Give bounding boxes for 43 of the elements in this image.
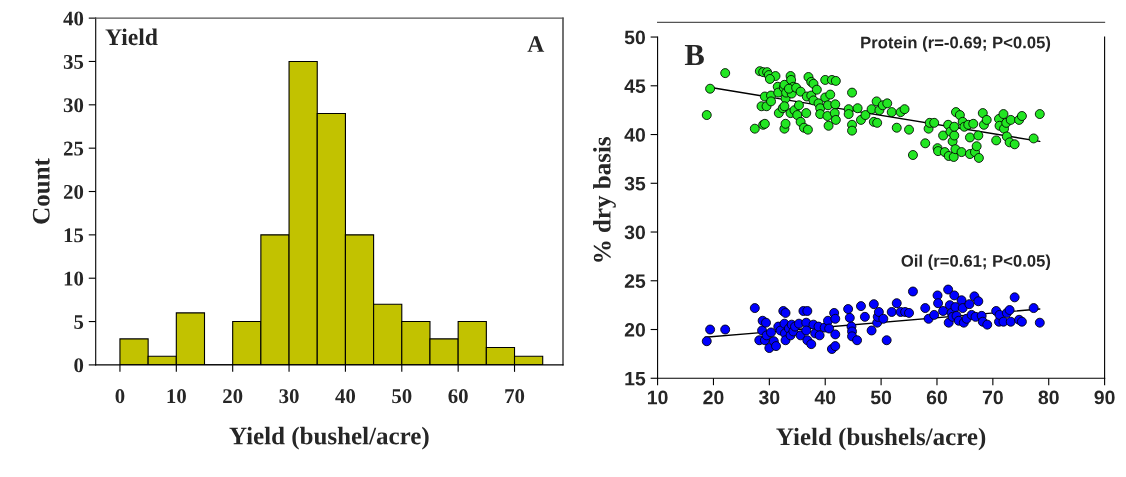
x-tick-label: 50 bbox=[392, 389, 412, 404]
x-axis-title: Yield (bushels/acre) bbox=[776, 427, 986, 451]
x-tick-label: 40 bbox=[335, 389, 356, 404]
y-axis-title: % dry basis bbox=[593, 137, 616, 262]
text: Protein (r=-0.69; P<0.05) bbox=[861, 36, 1051, 52]
y-tick-label: 50 bbox=[624, 30, 645, 45]
annotation: A bbox=[527, 36, 545, 52]
y-tick-label: 35 bbox=[624, 176, 646, 191]
x-tick-label: 90 bbox=[1094, 390, 1115, 405]
x-tick-label: 40 bbox=[814, 390, 836, 405]
y-tick-label: 5 bbox=[74, 315, 84, 329]
x-tick-label: 30 bbox=[279, 389, 299, 404]
y-tick-label: 10 bbox=[64, 271, 84, 286]
x-tick-label: 30 bbox=[758, 390, 780, 405]
x-tick-label: 20 bbox=[223, 389, 243, 404]
y-tick-label: 25 bbox=[63, 141, 84, 156]
y-tick-label: 25 bbox=[624, 274, 646, 289]
x-tick-label: 50 bbox=[870, 390, 892, 405]
x-tick-label: 60 bbox=[926, 390, 947, 405]
y-tick-label: 0 bbox=[74, 358, 84, 373]
y-tick-label: 30 bbox=[63, 98, 84, 113]
annotation: Yield bbox=[105, 28, 158, 46]
y-axis-title: Count bbox=[32, 158, 50, 224]
y-tick-label: 20 bbox=[624, 322, 645, 337]
x-tick-label: 0 bbox=[115, 389, 125, 404]
x-tick-label: 20 bbox=[703, 390, 724, 405]
y-tick-label: 15 bbox=[625, 371, 646, 386]
y-tick-label: 15 bbox=[64, 228, 84, 243]
y-tick-label: 35 bbox=[63, 54, 84, 69]
x-axis-title: Yield (bushel/acre) bbox=[229, 426, 429, 450]
series-label: Oil (r=0.61; P<0.05) bbox=[901, 254, 1051, 271]
y-tick-label: 40 bbox=[624, 128, 645, 142]
x-tick-label: 70 bbox=[982, 390, 1003, 405]
x-tick-label: 80 bbox=[1038, 390, 1059, 405]
x-tick-label: 10 bbox=[167, 389, 186, 404]
y-tick-label: 45 bbox=[624, 79, 646, 94]
x-tick-label: 70 bbox=[505, 389, 525, 404]
y-tick-label: 30 bbox=[624, 225, 645, 240]
y-tick-label: 20 bbox=[63, 184, 84, 199]
x-tick-label: 60 bbox=[448, 389, 468, 404]
annotation: B bbox=[684, 44, 704, 66]
x-tick-label: 10 bbox=[648, 390, 668, 405]
y-tick-label: 40 bbox=[63, 11, 84, 26]
